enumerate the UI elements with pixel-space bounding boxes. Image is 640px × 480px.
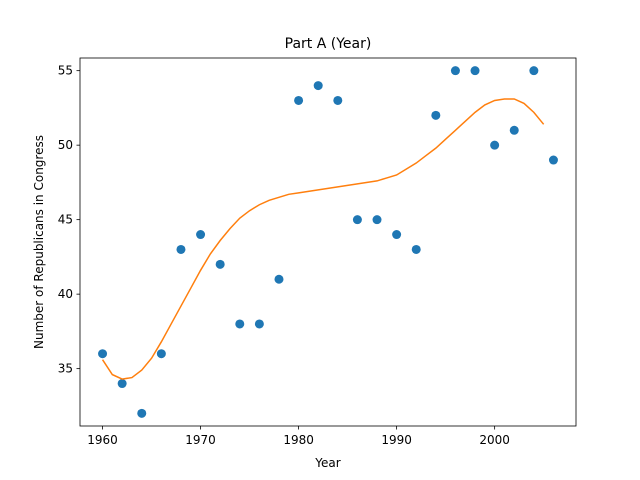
data-point bbox=[529, 66, 539, 76]
x-tick-label: 1960 bbox=[87, 433, 118, 447]
y-axis-label: Number of Republicans in Congress bbox=[32, 135, 46, 349]
data-point bbox=[431, 110, 441, 120]
x-tick-label: 1980 bbox=[283, 433, 314, 447]
data-point bbox=[137, 408, 147, 418]
data-point bbox=[470, 66, 480, 76]
x-tick-label: 2000 bbox=[479, 433, 510, 447]
data-point bbox=[411, 244, 421, 254]
x-tick-label: 1970 bbox=[185, 433, 216, 447]
data-point bbox=[294, 95, 304, 105]
data-point bbox=[176, 244, 186, 254]
y-tick-label: 50 bbox=[58, 138, 73, 152]
plot-area bbox=[98, 66, 558, 418]
axes-frame bbox=[79, 57, 577, 427]
data-point bbox=[98, 349, 108, 359]
data-point bbox=[156, 349, 166, 359]
data-point bbox=[333, 95, 343, 105]
y-tick-label: 45 bbox=[58, 213, 73, 227]
data-point bbox=[117, 379, 127, 389]
data-point bbox=[215, 259, 225, 269]
x-axis-label: Year bbox=[314, 456, 340, 470]
data-point bbox=[352, 215, 362, 225]
chart-title: Part A (Year) bbox=[285, 36, 372, 52]
x-tick-label: 1990 bbox=[381, 433, 412, 447]
data-point bbox=[392, 230, 402, 240]
data-point bbox=[450, 66, 460, 76]
y-tick-label: 35 bbox=[58, 362, 73, 376]
axes: 1960 1970 1980 1990 2000 35 40 45 50 55 bbox=[58, 57, 577, 447]
data-point bbox=[313, 81, 323, 91]
fit-curve bbox=[101, 98, 545, 380]
data-point bbox=[490, 140, 500, 150]
data-point bbox=[548, 155, 558, 165]
y-tick-label: 40 bbox=[58, 287, 73, 301]
data-point bbox=[254, 319, 264, 329]
data-point bbox=[196, 230, 206, 240]
y-tick-label: 55 bbox=[58, 64, 73, 78]
data-point bbox=[235, 319, 245, 329]
data-point bbox=[274, 274, 284, 284]
data-point bbox=[372, 215, 382, 225]
data-point bbox=[509, 125, 519, 135]
